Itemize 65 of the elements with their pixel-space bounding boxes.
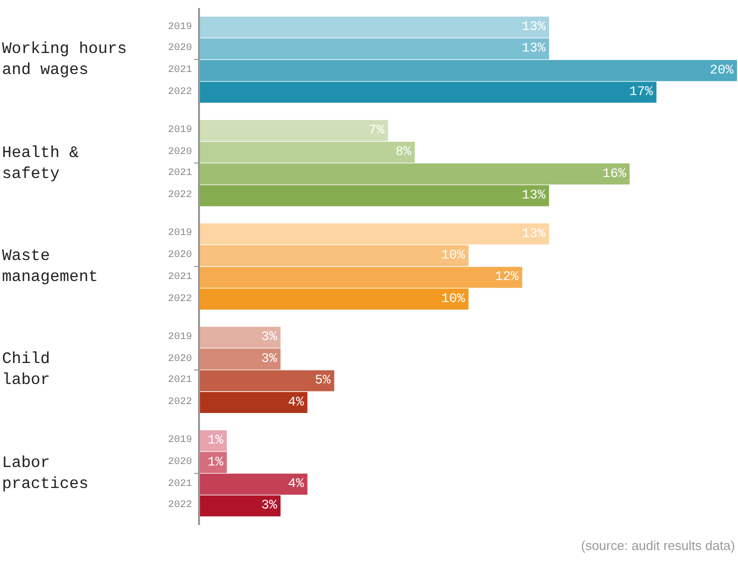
bar [200,38,550,60]
annotation: (source: audit results data) [581,538,735,553]
text: 2020 [168,354,192,365]
data-label: 13% [522,187,546,202]
bar [200,120,388,142]
data-label: 10% [441,290,466,306]
series-label: 2020 [168,43,192,54]
data-label: 5% [314,372,331,388]
data-label: 4% [288,394,304,410]
text: 2020 [168,250,192,261]
text: 2020 [168,457,192,468]
bar [200,245,468,266]
data-label: 3% [261,329,278,344]
bar [200,266,522,288]
y-tick-label: Waste management [2,247,98,286]
text: 2022 [168,397,192,408]
text: 2019 [168,435,192,446]
bar [200,474,308,495]
bar [200,370,334,392]
data-label: 17% [629,84,653,100]
data-label: 13% [522,40,546,56]
series-label: 2019 [168,22,192,33]
bar [200,348,281,370]
data-label: 12% [494,269,519,284]
data-label: 10% [441,247,466,262]
y-tick-label: Labor practices [2,454,88,493]
y-tick-label: Working hours and wages [2,40,127,79]
bar [200,82,656,103]
bar [200,326,281,348]
bar [200,430,227,452]
y-tick-label: Child labor [2,350,50,389]
data-label: 8% [395,144,412,160]
bar [200,60,737,82]
data-label: 20% [710,62,734,78]
bar [200,288,468,310]
data-label: 4% [288,476,304,491]
data-label: 7% [368,122,384,138]
data-label: 1% [207,454,224,470]
bar [200,142,415,163]
text: 2021 [168,272,192,283]
text: 2021 [168,479,192,490]
bar [200,185,550,206]
data-label: 3% [261,498,278,513]
text: 2022 [168,190,192,201]
text: 2021 [168,168,192,179]
bar [200,223,550,244]
bar [200,495,281,516]
data-label: 13% [522,226,546,241]
data-label: 3% [261,350,278,366]
data-label: 1% [207,432,224,448]
bar [200,392,308,413]
y-tick-label: Health & safety [2,144,80,183]
bar [200,16,550,38]
text: 2020 [168,147,192,158]
text: 2019 [168,228,192,239]
data-label: 16% [602,166,626,181]
series-label: 2021 [168,65,192,76]
text: 2021 [168,375,192,386]
text: 2022 [168,294,192,305]
data-label: 13% [522,18,546,34]
text: 2022 [168,500,192,511]
series-label: 2022 [168,87,192,98]
text: 2019 [168,125,192,136]
bar [200,163,630,184]
text: 2019 [168,332,192,343]
